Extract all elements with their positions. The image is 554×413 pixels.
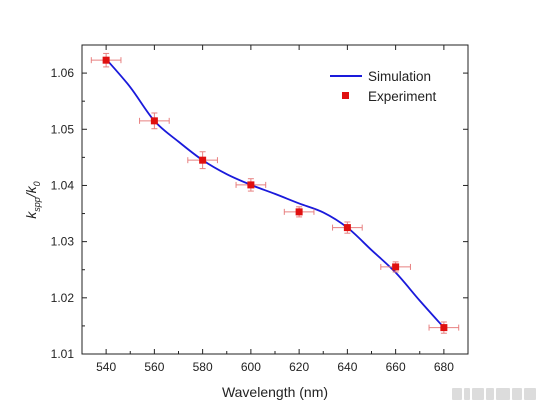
experiment-point-620: [283, 206, 315, 218]
experiment-point-600: [235, 178, 267, 192]
x-tick-label: 640: [337, 360, 357, 374]
experiment-marker: [392, 263, 400, 271]
series-layer: [90, 52, 460, 334]
experiment-marker: [343, 224, 351, 232]
y-tick-label: 1.05: [51, 122, 75, 136]
experiment-point-660: [380, 261, 411, 273]
experiment-point-640: [332, 221, 363, 234]
experiment-marker: [440, 324, 448, 332]
experiment-point-540: [90, 52, 122, 68]
x-tick-label: 620: [289, 360, 309, 374]
experiment-marker: [150, 117, 158, 125]
watermark: [452, 383, 546, 405]
y-tick-labels: 1.01 1.02 1.03 1.04 1.05 1.06: [51, 66, 75, 361]
experiment-marker: [247, 181, 255, 189]
y-tick-label: 1.06: [51, 66, 75, 80]
y-axis-title-main: k: [23, 211, 39, 219]
axis-ticks: [82, 45, 468, 355]
y-tick-label: 1.02: [51, 291, 75, 305]
x-tick-label: 600: [241, 360, 261, 374]
y-axis-title-sub1: spp: [32, 197, 42, 212]
y-tick-label: 1.01: [51, 347, 75, 361]
legend-simulation-label: Simulation: [368, 69, 431, 84]
x-tick-label: 580: [193, 360, 213, 374]
experiment-point-580: [187, 151, 218, 170]
x-tick-label: 560: [144, 360, 164, 374]
x-tick-label: 540: [96, 360, 116, 374]
y-axis-title-sep: /k: [23, 185, 39, 198]
legend-experiment-label: Experiment: [368, 89, 437, 104]
y-tick-label: 1.03: [51, 235, 75, 249]
legend: Simulation Experiment: [330, 69, 437, 104]
x-axis-title: Wavelength (nm): [222, 384, 328, 400]
experiment-point-680: [428, 321, 460, 334]
simulation-line: [105, 58, 445, 329]
y-tick-label: 1.04: [51, 178, 75, 192]
legend-experiment-swatch: [342, 92, 349, 99]
x-tick-label: 680: [434, 360, 454, 374]
experiment-point-560: [139, 112, 170, 130]
x-tick-labels: 540 560 580 600 620 640 660 680: [96, 360, 454, 374]
y-axis-title-sub2: 0: [32, 181, 42, 186]
experiment-marker: [199, 156, 207, 164]
experiment-marker: [295, 208, 303, 216]
experiment-marker: [102, 56, 110, 64]
x-tick-label: 660: [386, 360, 406, 374]
y-axis-title: kspp/k0: [23, 181, 42, 218]
